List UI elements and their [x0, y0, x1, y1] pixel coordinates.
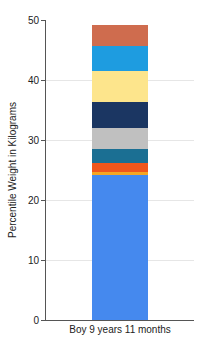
svg-text:Boy 9 years 11 months: Boy 9 years 11 months — [69, 324, 171, 335]
svg-text:20: 20 — [28, 195, 40, 206]
svg-text:50: 50 — [28, 15, 40, 26]
svg-text:Percentile Weight in Kilograms: Percentile Weight in Kilograms — [7, 102, 18, 238]
svg-text:0: 0 — [33, 315, 39, 326]
svg-text:30: 30 — [28, 135, 40, 146]
svg-text:10: 10 — [28, 255, 40, 266]
svg-text:40: 40 — [28, 75, 40, 86]
